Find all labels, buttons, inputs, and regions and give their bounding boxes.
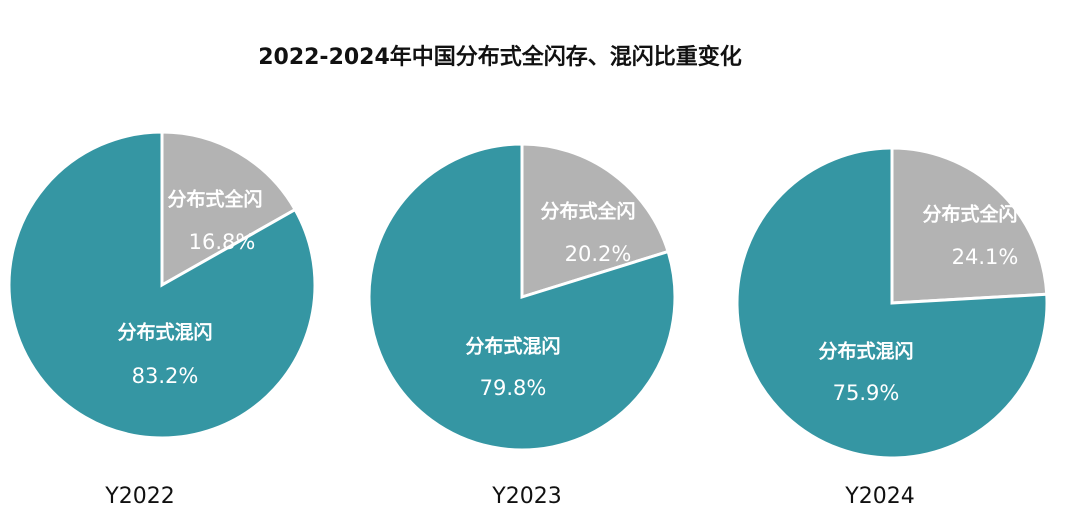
pie-title: Y2023 [491,484,561,509]
slice-label: 分布式混闪 [818,340,913,363]
slice-label: 分布式全闪 [922,203,1017,226]
slice-label: 分布式全闪 [167,188,262,211]
pie-title: Y2022 [104,484,174,509]
slice-value: 83.2% [132,364,199,388]
slice-label: 分布式全闪 [540,200,635,223]
slice-label: 分布式混闪 [465,335,560,358]
slice-value: 20.2% [565,242,632,266]
chart-title: 2022-2024年中国分布式全闪存、混闪比重变化 [258,44,742,70]
slice-value: 79.8% [480,376,547,400]
pie-slice [520,142,670,300]
pie-slice [890,146,1049,305]
pie-slice [7,130,317,440]
slice-value: 24.1% [952,245,1019,269]
pie-slice [735,146,1049,460]
slice-label: 分布式混闪 [117,321,212,344]
slice-value: 16.8% [189,230,256,254]
pie-slice [367,142,677,452]
slice-value: 75.9% [833,381,900,405]
pie-slice [160,130,298,288]
pie-title: Y2024 [844,484,914,509]
